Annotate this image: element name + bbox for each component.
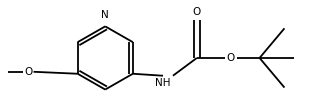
Text: NH: NH	[155, 78, 171, 88]
Text: N: N	[101, 10, 109, 20]
Text: O: O	[226, 53, 235, 63]
Text: O: O	[193, 8, 201, 17]
Text: O: O	[25, 67, 33, 77]
